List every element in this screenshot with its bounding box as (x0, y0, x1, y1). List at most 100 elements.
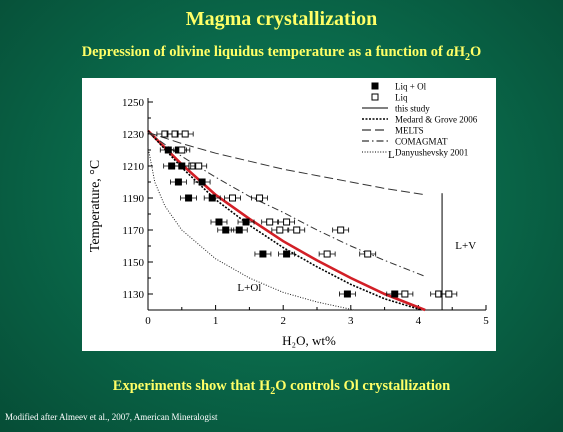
y-tick-label: 1150 (122, 257, 144, 269)
liq-point (271, 226, 289, 234)
liq-point (288, 226, 306, 234)
point-marker (293, 226, 301, 234)
point-marker (266, 218, 274, 226)
y-tick-label: 1230 (122, 129, 145, 141)
legend-label: MELTS (395, 126, 424, 136)
legend-item: this study (362, 104, 430, 114)
liq-ol-point (203, 194, 221, 202)
point-marker (276, 226, 284, 234)
legend-item: Medard & Grove 2006 (362, 115, 478, 125)
y-tick-label: 1210 (122, 161, 145, 173)
point-marker (222, 226, 230, 234)
x-tick-label: 4 (416, 315, 422, 327)
region-label: L+V (455, 240, 476, 252)
y-tick-label: 1250 (122, 97, 145, 109)
point-marker (215, 218, 223, 226)
legend-item: Liq (371, 93, 408, 103)
x-tick-label: 5 (483, 315, 489, 327)
point-marker (259, 250, 267, 258)
liq-point (261, 218, 279, 226)
conclusion-text: Experiments show that H2O controls Ol cr… (0, 378, 563, 397)
legend-label: Liq + Ol (395, 82, 427, 92)
subtitle-o: O (470, 44, 482, 60)
point-marker (256, 194, 264, 202)
liq-point (190, 162, 208, 170)
point-marker (283, 250, 291, 258)
subtitle-subscript: 2 (465, 51, 471, 63)
point-marker (401, 290, 409, 298)
liq-ol-point (170, 178, 187, 186)
conclusion-subscript: 2 (270, 385, 276, 397)
liquidus-chart: 0 1 2 3 4 5 1130 1150 1170 1190 1210 1230 1250 H₂O, w… (88, 82, 489, 349)
point-marker (181, 130, 189, 138)
point-marker (242, 218, 250, 226)
x-tick-label: 2 (280, 315, 286, 327)
x-tick-label: 0 (145, 315, 151, 327)
curve-this-study (147, 129, 426, 312)
point-marker (364, 250, 372, 258)
point-marker (283, 218, 291, 226)
subtitle-text: Depression of olivine liquidus temperatu… (81, 44, 447, 60)
x-tick-label: 1 (213, 315, 219, 327)
x-axis-label: H₂O, wt% (282, 333, 336, 348)
point-marker (178, 146, 186, 154)
conclusion-pre: Experiments show that H (112, 378, 271, 394)
curve-melts (147, 131, 426, 196)
legend-label: COMAGMAT (395, 137, 448, 147)
point-marker (208, 194, 216, 202)
region-label: L+Ol (237, 282, 261, 294)
liq-point (332, 226, 350, 234)
liq-point (359, 250, 377, 258)
legend-label: this study (395, 104, 430, 114)
conclusion-post: O controls Ol crystallization (275, 378, 451, 394)
point-marker (337, 226, 345, 234)
region-label: L (388, 149, 395, 161)
liq-ol-point (193, 178, 211, 186)
legend-label: Medard & Grove 2006 (395, 115, 478, 125)
liq-ol-point (230, 226, 248, 234)
legend-marker (371, 93, 379, 101)
point-marker (174, 178, 182, 186)
liq-point (278, 218, 295, 226)
point-marker (195, 162, 203, 170)
liq-ol-point (180, 194, 197, 202)
point-marker (343, 290, 351, 298)
liq-ol-point (339, 290, 356, 298)
y-tick-label: 1190 (122, 193, 144, 205)
legend-item: Danyushevsky 2001 (362, 148, 468, 158)
source-credit: Modified after Almeev et al., 2007, Amer… (5, 412, 218, 422)
legend-item: Liq + Ol (371, 82, 427, 92)
liq-point (176, 130, 194, 138)
chart-panel: 0 1 2 3 4 5 1130 1150 1170 1190 1210 1230 1250 H₂O, w… (82, 78, 496, 351)
liq-ol-point (278, 250, 295, 258)
legend-item: COMAGMAT (362, 137, 448, 147)
subtitle-activity-symbol: a (446, 44, 454, 60)
slide-title: Magma crystallization (185, 8, 378, 30)
point-marker (198, 178, 206, 186)
point-marker (235, 226, 243, 234)
curve-medard-grove-2006 (147, 130, 423, 311)
slide-subtitle: Depression of olivine liquidus temperatu… (0, 44, 563, 63)
point-marker (445, 290, 453, 298)
liq-point (224, 194, 241, 202)
point-marker (323, 250, 331, 258)
curve-danyushevsky-2001 (147, 146, 355, 311)
liq-point (318, 250, 336, 258)
y-tick-label: 1130 (122, 289, 144, 301)
liq-ol-point (254, 250, 272, 258)
legend-item: MELTS (362, 126, 424, 136)
y-axis-label: Temperature, °C (88, 160, 103, 252)
liq-point (396, 290, 414, 298)
x-tick-label: 3 (348, 315, 354, 327)
legend-label: Liq (395, 93, 408, 103)
liq-ol-point (210, 218, 228, 226)
legend-label: Danyushevsky 2001 (395, 148, 468, 158)
point-marker (229, 194, 236, 202)
liq-point (251, 194, 268, 202)
y-tick-label: 1170 (122, 225, 144, 237)
liq-point (440, 290, 458, 298)
legend-marker (371, 82, 379, 90)
liq-ol-point (237, 218, 255, 226)
point-marker (185, 194, 193, 202)
subtitle-h: H (453, 44, 466, 60)
